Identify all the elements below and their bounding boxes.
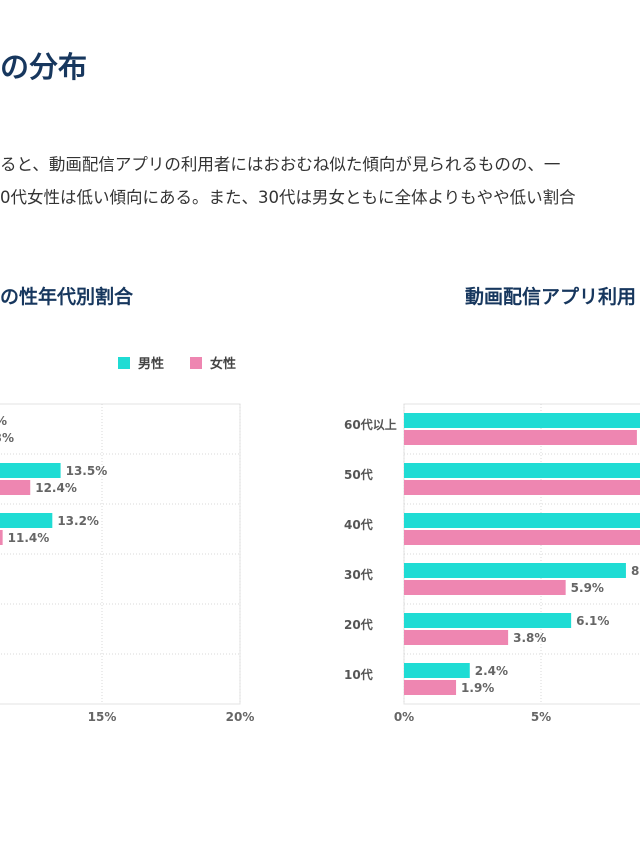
x-tick-label: 20%: [226, 710, 255, 724]
legend-swatch-male: [118, 357, 130, 369]
bar-male: [0, 463, 61, 478]
legend-swatch-female: [190, 357, 202, 369]
data-label: 8.1%: [631, 564, 640, 578]
bar-female: [404, 480, 640, 495]
x-tick-label: 0%: [394, 710, 414, 724]
data-label: 1.9%: [461, 681, 494, 695]
data-label: 6.1%: [576, 614, 609, 628]
data-label: 11.4%: [8, 531, 50, 545]
chart-title-right: 動画配信アプリ利用: [465, 286, 637, 308]
bar-female: [0, 480, 31, 495]
description-line-2: 0代女性は低い傾向にある。また、30代は男女ともに全体よりもやや低い割合: [0, 188, 576, 207]
bar-male: [404, 413, 640, 428]
category-label: 10代: [344, 667, 373, 682]
data-label: 13.5%: [66, 464, 108, 478]
category-label: 40代: [344, 517, 373, 532]
bar-female: [0, 530, 3, 545]
category-label: 50代: [344, 467, 373, 482]
bar-female: [404, 680, 457, 695]
data-label: 5.9%: [571, 581, 604, 595]
data-label: 3%: [0, 431, 14, 445]
x-tick-label: 5%: [531, 710, 551, 724]
bar-female: [404, 630, 509, 645]
data-label: 13.2%: [57, 514, 99, 528]
category-label: 20代: [344, 617, 373, 632]
legend-label-female: 女性: [210, 356, 236, 372]
data-label: 2.4%: [475, 664, 508, 678]
data-label: 3.8%: [513, 631, 546, 645]
bar-male: [404, 663, 470, 678]
bar-female: [404, 530, 640, 545]
description-line-1: ると、動画配信アプリの利用者にはおおむね似た傾向が見られるものの、一: [0, 155, 561, 174]
bar-female: [404, 580, 566, 595]
x-tick-label: 15%: [88, 710, 117, 724]
plot-area: [0, 403, 241, 705]
bar-female: [404, 430, 637, 445]
page-title: の分布: [0, 50, 88, 84]
bar-male: [404, 513, 640, 528]
bar-male: [404, 563, 626, 578]
legend-label-male: 男性: [138, 356, 164, 372]
bar-male: [404, 463, 640, 478]
category-label: 30代: [344, 567, 373, 582]
bar-male: [0, 513, 53, 528]
chart-title-left: の性年代別割合: [0, 286, 134, 308]
data-label: %: [0, 414, 7, 428]
category-label: 60代以上: [344, 417, 397, 432]
data-label: 12.4%: [35, 481, 77, 495]
bar-male: [404, 613, 572, 628]
